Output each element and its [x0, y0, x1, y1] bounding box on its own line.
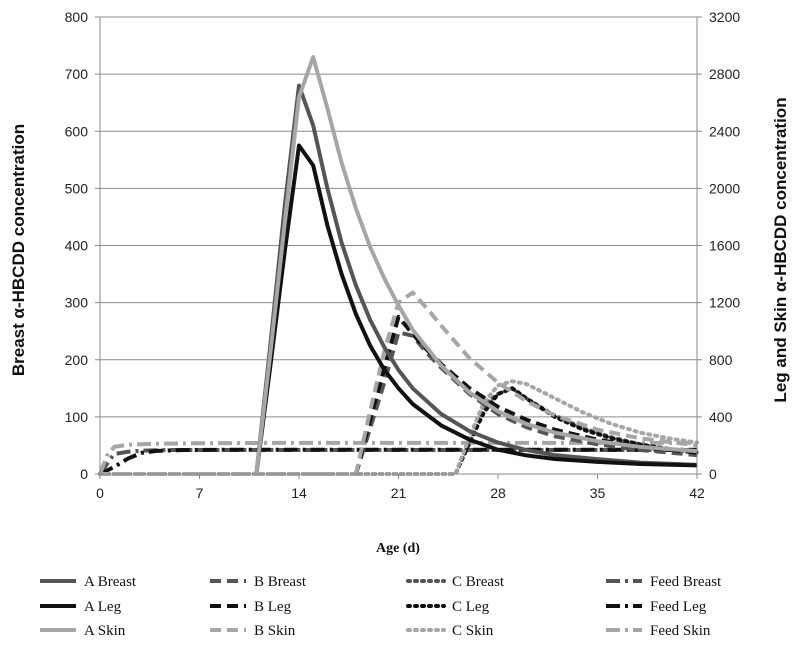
- x-tick-label: 21: [391, 485, 407, 501]
- legend-label: A Skin: [84, 623, 126, 639]
- legend-label: B Leg: [254, 599, 292, 615]
- y-right-tick-label: 2000: [709, 180, 740, 196]
- series-line-c-skin: [98, 379, 699, 476]
- x-tick-label: 42: [689, 485, 705, 501]
- y-left-tick-label: 300: [65, 295, 89, 311]
- series-line-a-skin: [254, 55, 698, 475]
- series-line-c-leg: [98, 386, 699, 476]
- series-line-b-skin: [100, 290, 698, 476]
- axes: [95, 16, 702, 479]
- y-left-tick-label: 400: [65, 238, 89, 254]
- legend-label: B Breast: [254, 574, 307, 590]
- legend-label: B Skin: [254, 623, 296, 639]
- x-tick-label: 28: [490, 485, 506, 501]
- legend-label: Feed Leg: [650, 599, 707, 615]
- y-left-tick-label: 700: [65, 66, 89, 82]
- y-left-tick-label: 500: [65, 180, 89, 196]
- y-right-tick-label: 1600: [709, 238, 740, 254]
- legend-label: A Breast: [84, 574, 137, 590]
- legend-label: Feed Breast: [650, 574, 722, 590]
- x-tick-label: 35: [590, 485, 606, 501]
- legend-label: C Breast: [452, 574, 505, 590]
- y-left-axis-title: Breast α-HBCDD concentration: [9, 124, 28, 376]
- x-tick-label: 0: [96, 485, 104, 501]
- legend: A Breast A Leg A Skin B Breast B Leg B Skin C …: [40, 574, 722, 639]
- series-line-a-leg: [254, 143, 698, 475]
- x-axis-title: Age (d): [376, 541, 420, 556]
- y-left-tick-label: 800: [65, 9, 89, 25]
- tick-labels: 0 100 200 300 400 500 600 700 800 0 400 800 1200 1600…: [65, 9, 741, 501]
- series-line-feed-leg: [99, 447, 697, 476]
- series-group: [98, 55, 699, 476]
- gridlines: [100, 16, 697, 418]
- y-left-tick-label: 600: [65, 123, 89, 139]
- series-line-a-breast: [254, 83, 698, 475]
- y-right-tick-label: 2800: [709, 66, 740, 82]
- series-line-b-breast: [100, 330, 698, 476]
- y-right-tick-label: 1200: [709, 295, 740, 311]
- y-left-tick-label: 100: [65, 409, 89, 425]
- legend-label: C Skin: [452, 623, 494, 639]
- x-tick-label: 7: [196, 485, 204, 501]
- y-left-tick-label: 200: [65, 352, 89, 368]
- legend-label: C Leg: [452, 599, 490, 615]
- legend-label: A Leg: [84, 599, 122, 615]
- y-right-tick-label: 400: [709, 409, 733, 425]
- y-right-axis-title: Leg and Skin α-HBCDD concentration: [771, 97, 790, 402]
- y-right-tick-label: 800: [709, 352, 733, 368]
- y-right-tick-label: 3200: [709, 9, 740, 25]
- legend-label: Feed Skin: [650, 623, 711, 639]
- y-right-tick-label: 2400: [709, 123, 740, 139]
- x-tick-label: 14: [291, 485, 307, 501]
- y-left-tick-label: 0: [80, 466, 88, 482]
- y-right-tick-label: 0: [709, 466, 717, 482]
